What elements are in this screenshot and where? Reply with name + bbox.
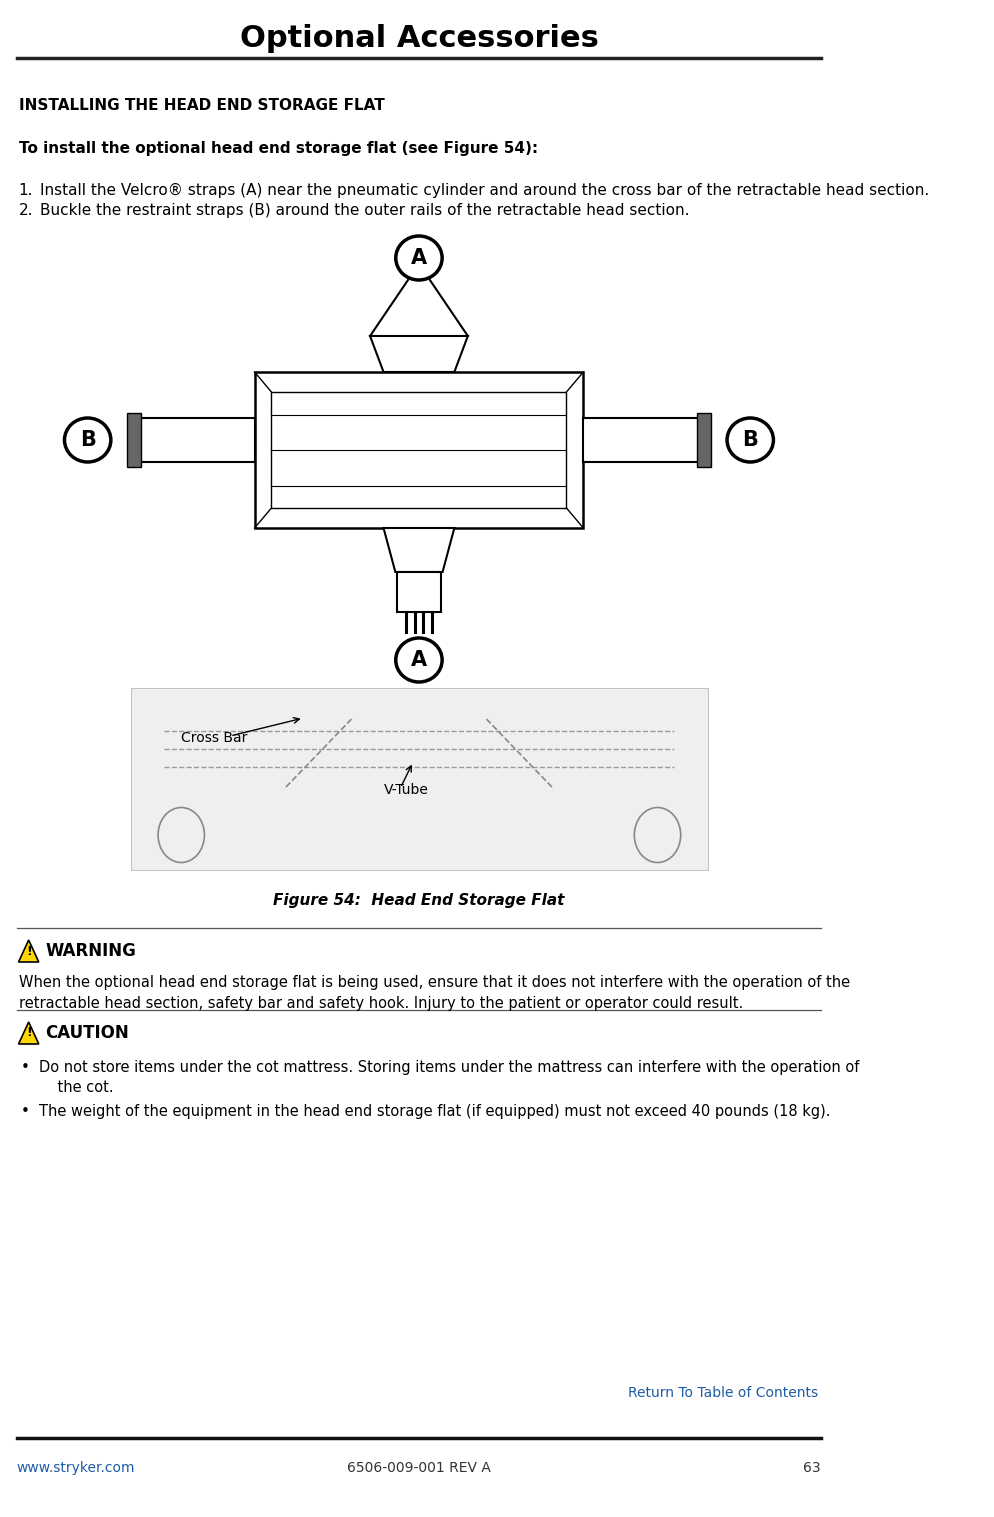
FancyBboxPatch shape: [254, 372, 583, 528]
Text: Cross Bar: Cross Bar: [181, 731, 248, 745]
Text: A: A: [411, 247, 427, 269]
Polygon shape: [19, 1022, 39, 1044]
Polygon shape: [370, 335, 468, 372]
Text: When the optional head end storage flat is being used, ensure that it does not i: When the optional head end storage flat …: [19, 975, 850, 1010]
FancyBboxPatch shape: [583, 419, 702, 463]
Text: WARNING: WARNING: [46, 942, 136, 960]
FancyBboxPatch shape: [130, 689, 708, 871]
FancyBboxPatch shape: [271, 391, 567, 508]
Text: 2.: 2.: [19, 203, 33, 218]
FancyBboxPatch shape: [127, 413, 141, 467]
Polygon shape: [384, 528, 454, 572]
Text: 63: 63: [803, 1461, 821, 1475]
Text: CAUTION: CAUTION: [46, 1024, 129, 1042]
Text: •: •: [21, 1060, 30, 1076]
Text: •: •: [21, 1104, 30, 1120]
Text: !: !: [26, 1027, 32, 1039]
Text: !: !: [26, 945, 32, 957]
FancyBboxPatch shape: [697, 413, 711, 467]
Text: Buckle the restraint straps (B) around the outer rails of the retractable head s: Buckle the restraint straps (B) around t…: [41, 203, 690, 218]
Text: Optional Accessories: Optional Accessories: [240, 23, 598, 53]
Text: www.stryker.com: www.stryker.com: [17, 1461, 135, 1475]
FancyBboxPatch shape: [397, 572, 441, 611]
Polygon shape: [19, 941, 39, 962]
Text: Install the Velcro® straps (A) near the pneumatic cylinder and around the cross : Install the Velcro® straps (A) near the …: [41, 184, 929, 199]
Text: A: A: [411, 649, 427, 671]
Text: Figure 54:  Head End Storage Flat: Figure 54: Head End Storage Flat: [273, 892, 565, 907]
Text: 6506-009-001 REV A: 6506-009-001 REV A: [347, 1461, 491, 1475]
FancyBboxPatch shape: [136, 419, 254, 463]
Text: V-Tube: V-Tube: [384, 783, 428, 796]
Text: Do not store items under the cot mattress. Storing items under the mattress can : Do not store items under the cot mattres…: [39, 1060, 859, 1095]
Text: B: B: [80, 429, 95, 451]
Text: B: B: [743, 429, 758, 451]
Text: 1.: 1.: [19, 184, 33, 199]
Text: To install the optional head end storage flat (see Figure 54):: To install the optional head end storage…: [19, 141, 538, 156]
Text: Return To Table of Contents: Return To Table of Contents: [627, 1387, 818, 1400]
Text: The weight of the equipment in the head end storage flat (if equipped) must not : The weight of the equipment in the head …: [39, 1104, 830, 1120]
Text: INSTALLING THE HEAD END STORAGE FLAT: INSTALLING THE HEAD END STORAGE FLAT: [19, 97, 385, 112]
